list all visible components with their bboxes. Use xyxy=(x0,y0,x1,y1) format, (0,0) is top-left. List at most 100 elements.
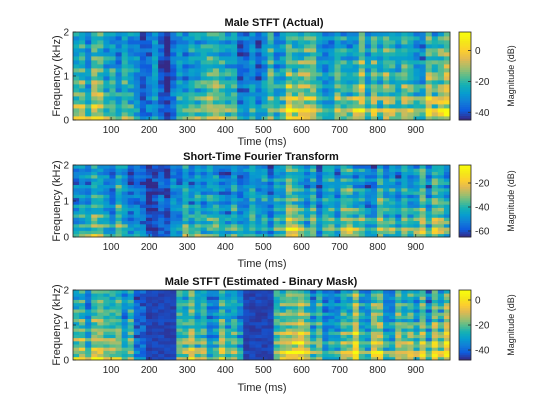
heatmap-cell xyxy=(346,337,354,342)
heatmap-cell xyxy=(267,214,275,218)
heatmap-cell xyxy=(358,60,366,65)
heatmap-cell xyxy=(176,72,183,77)
colorbar-segment xyxy=(459,353,471,356)
heatmap-cell xyxy=(103,80,110,85)
heatmap-cell xyxy=(91,36,98,41)
heatmap-cell xyxy=(304,233,311,238)
heatmap-cell xyxy=(401,331,408,335)
heatmap-cell xyxy=(243,214,250,218)
heatmap-cell xyxy=(437,204,445,208)
heatmap-cell xyxy=(255,174,262,179)
heatmap-cell xyxy=(164,108,171,113)
heatmap-cell xyxy=(328,312,335,316)
heatmap-cell xyxy=(291,52,299,57)
heatmap-cell xyxy=(443,201,451,205)
heatmap-cell xyxy=(170,64,177,69)
heatmap-cell xyxy=(377,88,384,93)
heatmap-cell xyxy=(225,68,232,73)
heatmap-cell xyxy=(310,337,317,342)
heatmap-cell xyxy=(158,48,165,53)
heatmap-cell xyxy=(182,168,189,172)
heatmap-cell xyxy=(401,184,408,189)
heatmap-cell xyxy=(91,197,98,202)
heatmap-cell xyxy=(267,309,275,313)
heatmap-cell xyxy=(431,184,439,189)
heatmap-cell xyxy=(407,80,414,85)
heatmap-cell xyxy=(334,334,341,339)
heatmap-cell xyxy=(322,350,329,355)
heatmap-cell xyxy=(79,344,86,348)
heatmap-cell xyxy=(273,356,281,361)
heatmap-cell xyxy=(364,60,372,65)
heatmap-cell xyxy=(334,56,341,61)
heatmap-cell xyxy=(91,344,98,348)
heatmap-cell xyxy=(389,325,396,329)
heatmap-cell xyxy=(334,331,341,335)
heatmap-cell xyxy=(109,68,116,73)
heatmap-cell xyxy=(297,347,305,351)
heatmap-cell xyxy=(261,340,268,345)
heatmap-cell xyxy=(328,194,335,199)
heatmap-cell xyxy=(389,178,396,182)
heatmap-cell xyxy=(206,290,214,294)
heatmap-cell xyxy=(170,84,177,89)
heatmap-cell xyxy=(206,36,214,41)
heatmap-cell xyxy=(164,194,171,199)
heatmap-cell xyxy=(304,315,311,320)
heatmap-cell xyxy=(413,178,420,182)
heatmap-cell xyxy=(443,168,451,172)
heatmap-cell xyxy=(73,44,80,49)
heatmap-cell xyxy=(212,302,220,307)
heatmap-cell xyxy=(443,112,451,117)
heatmap-cell xyxy=(273,84,281,89)
heatmap-cell xyxy=(176,168,183,172)
heatmap-cell xyxy=(346,72,354,77)
heatmap-cell xyxy=(158,184,165,189)
heatmap-cell xyxy=(407,337,414,342)
heatmap-cell xyxy=(73,204,80,208)
heatmap-cell xyxy=(182,350,189,355)
heatmap-cell xyxy=(231,84,238,89)
heatmap-cell xyxy=(340,347,348,351)
heatmap-cell xyxy=(364,197,372,202)
heatmap-cell xyxy=(316,217,323,222)
heatmap-cell xyxy=(401,334,408,339)
heatmap-cell xyxy=(73,315,80,320)
heatmap-cell xyxy=(170,353,177,358)
colorbar-segment xyxy=(459,71,471,75)
heatmap-cell xyxy=(377,96,384,101)
heatmap-cell xyxy=(273,56,281,61)
heatmap-cell xyxy=(109,181,116,186)
heatmap-cell xyxy=(243,48,250,53)
heatmap-cell xyxy=(419,293,427,297)
heatmap-cell xyxy=(437,40,445,45)
heatmap-cell xyxy=(139,174,147,179)
heatmap-cell xyxy=(425,108,433,113)
heatmap-cell xyxy=(97,293,104,297)
heatmap-cell xyxy=(139,230,147,235)
heatmap-cell xyxy=(389,321,396,326)
heatmap-cell xyxy=(188,36,196,41)
heatmap-cell xyxy=(194,52,202,57)
colorbar-segment xyxy=(459,314,471,317)
heatmap-cell xyxy=(145,223,153,228)
heatmap-cell xyxy=(164,36,171,41)
heatmap-cell xyxy=(85,299,92,304)
heatmap-cell xyxy=(322,197,329,202)
heatmap-cell xyxy=(243,88,250,93)
heatmap-cell xyxy=(200,325,208,329)
heatmap-cell xyxy=(182,36,189,41)
heatmap-cell xyxy=(279,171,287,176)
heatmap-cell xyxy=(152,220,159,225)
heatmap-cell xyxy=(218,312,226,316)
heatmap-cell xyxy=(237,347,244,351)
heatmap-cell xyxy=(164,217,171,222)
heatmap-cell xyxy=(389,52,396,57)
heatmap-cell xyxy=(158,108,165,113)
heatmap-cell xyxy=(285,210,293,215)
heatmap-cell xyxy=(364,318,372,323)
heatmap-cell xyxy=(297,227,305,231)
heatmap-cell xyxy=(243,315,250,320)
heatmap-cell xyxy=(358,305,366,310)
heatmap-cell xyxy=(322,315,329,320)
